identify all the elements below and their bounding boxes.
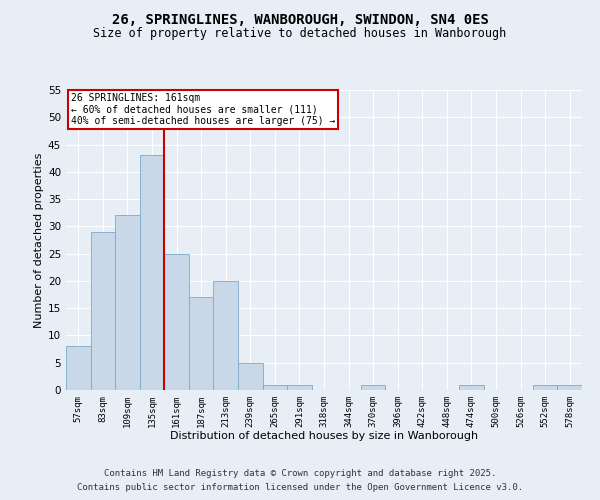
Text: Contains public sector information licensed under the Open Government Licence v3: Contains public sector information licen… <box>77 484 523 492</box>
Text: 26 SPRINGLINES: 161sqm
← 60% of detached houses are smaller (111)
40% of semi-de: 26 SPRINGLINES: 161sqm ← 60% of detached… <box>71 93 335 126</box>
Bar <box>263 384 287 390</box>
Bar <box>287 384 312 390</box>
Text: 26, SPRINGLINES, WANBOROUGH, SWINDON, SN4 0ES: 26, SPRINGLINES, WANBOROUGH, SWINDON, SN… <box>112 12 488 26</box>
Bar <box>214 281 238 390</box>
X-axis label: Distribution of detached houses by size in Wanborough: Distribution of detached houses by size … <box>170 432 478 442</box>
Bar <box>66 346 91 390</box>
Bar <box>533 384 557 390</box>
Text: Contains HM Land Registry data © Crown copyright and database right 2025.: Contains HM Land Registry data © Crown c… <box>104 468 496 477</box>
Bar <box>164 254 189 390</box>
Bar <box>91 232 115 390</box>
Bar <box>557 384 582 390</box>
Text: Size of property relative to detached houses in Wanborough: Size of property relative to detached ho… <box>94 28 506 40</box>
Bar <box>189 298 214 390</box>
Bar <box>115 216 140 390</box>
Bar <box>238 362 263 390</box>
Y-axis label: Number of detached properties: Number of detached properties <box>34 152 44 328</box>
Bar <box>361 384 385 390</box>
Bar <box>459 384 484 390</box>
Bar <box>140 156 164 390</box>
